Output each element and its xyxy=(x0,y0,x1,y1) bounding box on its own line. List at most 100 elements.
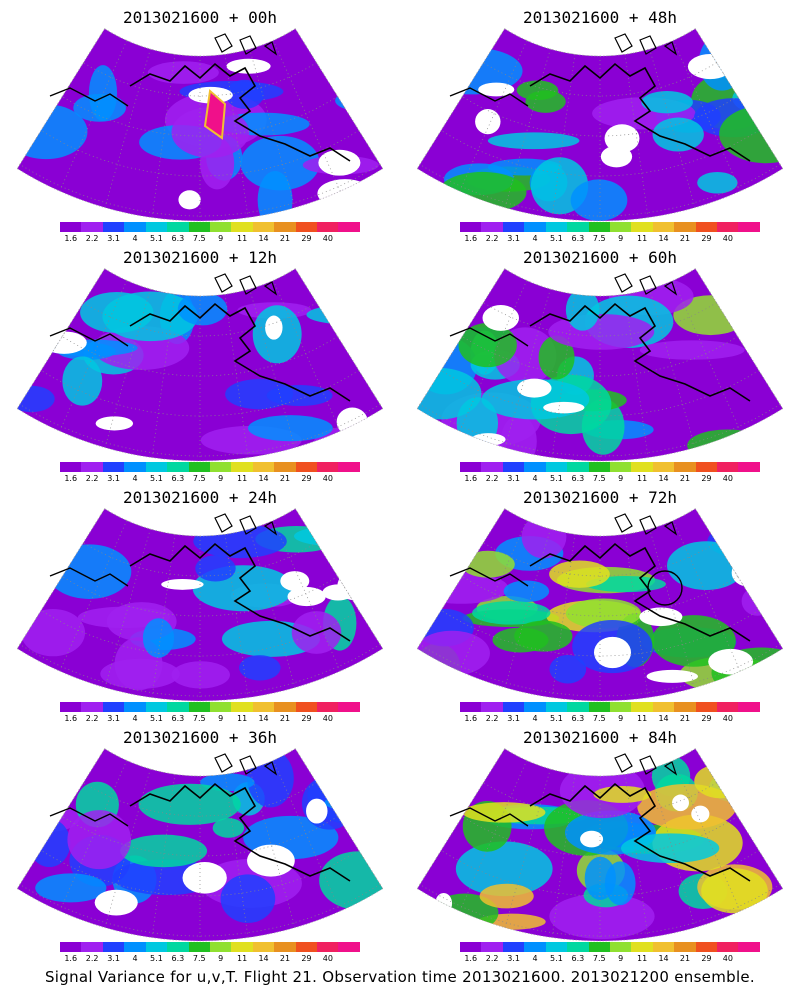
contour-blob xyxy=(138,783,241,825)
colorbar-swatch xyxy=(588,942,610,952)
graticule-line xyxy=(440,130,760,177)
colorbar-label: 14 xyxy=(258,234,269,243)
colorbar xyxy=(60,702,360,712)
panel-title: 2013021600 + 84h xyxy=(522,728,678,747)
colorbar-label: 3.1 xyxy=(107,474,120,483)
contour-blob xyxy=(620,833,720,863)
map-panel: 2013021600 + 12h 1.6 2.2 3.1 4 5.1 6.3 7.5 9 11 14… xyxy=(0,240,400,483)
graticule-line xyxy=(483,542,717,577)
colorbar-label: 5.1 xyxy=(150,954,163,963)
contour-blob xyxy=(171,107,250,158)
colorbar-label: 14 xyxy=(658,474,669,483)
colorbar-label: 21 xyxy=(279,954,291,963)
coastline xyxy=(529,302,751,402)
colorbar xyxy=(60,942,360,952)
colorbar-label: 2.2 xyxy=(485,234,499,243)
colorbar-label: 1.6 xyxy=(64,714,78,723)
colorbar-label: 1.6 xyxy=(464,474,478,483)
variance-map xyxy=(416,28,784,222)
colorbar-swatch xyxy=(567,222,589,232)
contour-blob xyxy=(35,873,107,903)
contour-blob xyxy=(639,340,745,360)
colorbar-label: 7.5 xyxy=(192,954,206,963)
contour-blob xyxy=(521,514,567,559)
colorbar-label: 1.6 xyxy=(64,954,78,963)
colorbar-swatch xyxy=(102,702,125,712)
contour-blob xyxy=(147,61,219,84)
colorbar-swatch xyxy=(481,222,503,232)
graticule-line xyxy=(40,610,360,657)
colorbar-label: 21 xyxy=(679,474,691,483)
colorbar-label: 5.1 xyxy=(550,714,563,723)
missing-data-patch xyxy=(41,331,87,354)
coastline xyxy=(614,753,678,776)
colorbar-swatch xyxy=(60,702,82,712)
contour-blob xyxy=(538,335,575,380)
colorbar-label: 1.6 xyxy=(64,234,78,243)
colorbar-label: 40 xyxy=(722,234,733,243)
colorbar-label: 11 xyxy=(637,714,648,723)
contour-blob xyxy=(472,601,551,625)
colorbar-swatch xyxy=(609,222,632,232)
missing-data-patch xyxy=(708,648,754,675)
contour-blob xyxy=(142,618,175,658)
graticule-line xyxy=(104,28,296,57)
map-panel: 2013021600 + 60h 1.6 2.2 3.1 4 5.1 6.3 7.5 9 11 14… xyxy=(400,240,800,483)
colorbar-swatch xyxy=(231,462,253,472)
colorbar-swatch xyxy=(545,462,568,472)
colorbar-label: 40 xyxy=(322,714,333,723)
panel-title: 2013021600 + 72h xyxy=(522,488,678,507)
panel-title: 2013021600 + 24h xyxy=(122,488,278,507)
colorbar-labels: 1.6 2.2 3.1 4 5.1 6.3 7.5 9 11 14 21 29 40 xyxy=(40,234,380,246)
contour-blob xyxy=(417,62,452,97)
colorbar-swatch xyxy=(588,462,610,472)
colorbar-label: 29 xyxy=(701,714,712,723)
colorbar-swatch xyxy=(524,222,546,232)
colorbar-swatch xyxy=(188,702,210,712)
panel-title: 2013021600 + 12h xyxy=(122,248,278,267)
colorbar-label: 2.2 xyxy=(485,954,499,963)
colorbar-label: 29 xyxy=(701,474,712,483)
colorbar-swatch xyxy=(188,942,210,952)
colorbar-swatch xyxy=(124,702,146,712)
coastline xyxy=(214,513,278,536)
colorbar-label: 7.5 xyxy=(592,714,606,723)
colorbar-label: 7.5 xyxy=(192,474,206,483)
colorbar-swatch xyxy=(167,462,189,472)
colorbar-label: 6.3 xyxy=(171,234,185,243)
missing-data-patch xyxy=(265,315,283,340)
colorbar-swatch xyxy=(295,702,318,712)
colorbar-swatch xyxy=(567,942,589,952)
contour-blob xyxy=(177,292,228,326)
colorbar-swatch xyxy=(274,222,296,232)
colorbar-swatch xyxy=(209,702,232,712)
contour-blob xyxy=(604,861,636,906)
colorbar-label: 2.2 xyxy=(85,954,99,963)
variance-map xyxy=(416,268,784,462)
contour-blob xyxy=(171,661,230,689)
colorbar-swatch xyxy=(695,462,718,472)
coastline xyxy=(49,807,129,827)
colorbar-swatch xyxy=(674,462,696,472)
missing-data-patch xyxy=(280,571,310,591)
colorbar-label: 1.6 xyxy=(464,954,478,963)
colorbar-swatch xyxy=(460,702,482,712)
colorbar-swatch xyxy=(481,702,503,712)
missing-data-patch xyxy=(593,636,632,669)
colorbar-label: 7.5 xyxy=(592,474,606,483)
missing-data-patch xyxy=(306,798,328,824)
coastline xyxy=(129,782,351,882)
graticule-line xyxy=(40,130,360,177)
colorbar-swatch xyxy=(695,942,718,952)
colorbar-swatch xyxy=(252,222,275,232)
variance-map xyxy=(16,268,384,462)
graticule-line xyxy=(440,850,760,897)
graticule-line xyxy=(504,28,696,57)
colorbar-label: 4 xyxy=(132,234,138,243)
colorbar-label: 9 xyxy=(218,954,224,963)
colorbar-swatch xyxy=(738,942,760,952)
colorbar-label: 40 xyxy=(722,474,733,483)
colorbar-swatch xyxy=(145,222,168,232)
contour-blob xyxy=(67,810,131,870)
colorbar-swatch xyxy=(231,702,253,712)
